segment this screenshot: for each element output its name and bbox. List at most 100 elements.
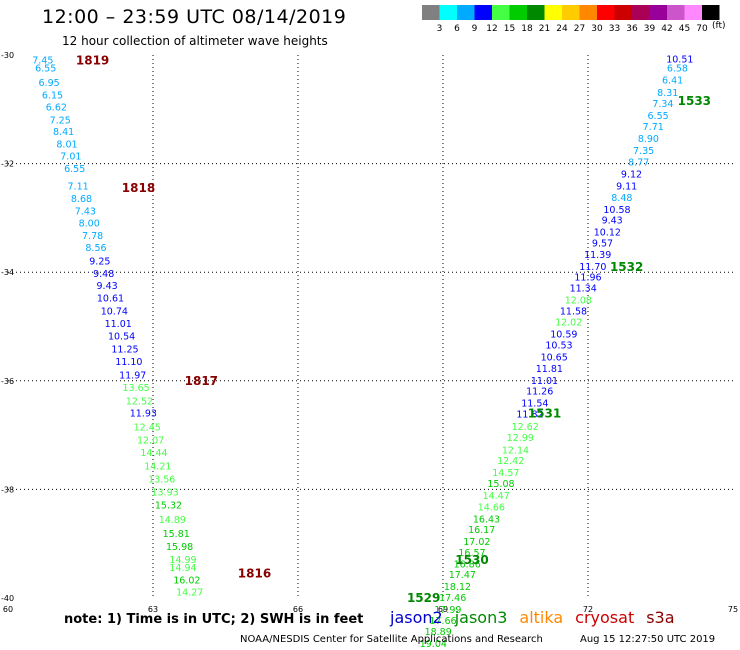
- page-subtitle: 12 hour collection of altimeter wave hei…: [62, 34, 328, 48]
- swh-label: 8.31: [657, 88, 678, 99]
- x-tick-label: 72: [583, 605, 593, 614]
- swh-label: 7.11: [68, 181, 89, 192]
- legend-label: 18: [521, 24, 533, 34]
- legend-label: 6: [454, 24, 460, 34]
- satellite-altika: altika: [519, 608, 564, 627]
- swh-label: 17.02: [463, 537, 490, 548]
- legend-swatch: [614, 5, 632, 20]
- swh-label: 8.56: [85, 243, 106, 254]
- legend-label: 45: [679, 24, 690, 34]
- swh-label: 9.43: [602, 216, 623, 227]
- satellite-jason2: jason2: [390, 608, 443, 627]
- swh-label: 12.08: [565, 295, 592, 306]
- swh-label: 11.97: [119, 370, 146, 381]
- legend-label: 24: [556, 24, 568, 34]
- legend-swatch: [457, 5, 475, 20]
- legend-swatch: [579, 5, 597, 20]
- footer-timestamp: Aug 15 12:27:50 UTC 2019: [580, 634, 716, 645]
- swh-label: 12.52: [126, 396, 153, 407]
- swh-label: 15.81: [163, 529, 190, 540]
- swh-label: 13.65: [122, 383, 149, 394]
- swh-label: 12.45: [134, 422, 161, 433]
- legend-units: (ft): [712, 21, 726, 31]
- swh-label: 17.47: [449, 570, 476, 581]
- swh-label: 7.71: [643, 122, 664, 133]
- swh-label: 14.27: [176, 588, 203, 599]
- legend-swatch: [632, 5, 650, 20]
- swh-label: 11.39: [584, 250, 611, 261]
- swh-label: 8.00: [79, 218, 100, 229]
- satellite-jason3: jason3: [454, 608, 508, 627]
- time-label: 1529: [407, 591, 440, 605]
- y-tick-label: -40: [1, 594, 14, 603]
- legend-label: 12: [486, 24, 497, 34]
- note-text: note: 1) Time is in UTC; 2) SWH is in fe…: [64, 612, 364, 627]
- swh-label: 17.99: [434, 605, 461, 616]
- swh-label: 10.51: [666, 54, 693, 65]
- swh-label: 6.62: [46, 103, 67, 114]
- legend-label: 36: [626, 24, 638, 34]
- swh-label: 16.02: [173, 576, 200, 587]
- legend-swatch: [439, 5, 457, 20]
- swh-label: 6.55: [648, 111, 669, 122]
- time-label: 1816: [238, 567, 271, 581]
- swh-label: 13.56: [148, 475, 175, 486]
- swh-label: 17.66: [429, 616, 456, 627]
- swh-label: 12.14: [502, 445, 529, 456]
- legend-swatch: [492, 5, 510, 20]
- swh-label: 14.44: [140, 448, 167, 459]
- legend-label: 27: [574, 24, 585, 34]
- swh-label: 13.93: [151, 488, 178, 499]
- swh-label: 14.94: [169, 563, 196, 574]
- swh-label: 12.07: [137, 436, 164, 447]
- swh-label: 11.93: [130, 408, 157, 419]
- y-tick-label: -32: [1, 160, 14, 169]
- swh-label: 11.01: [105, 319, 132, 330]
- swh-label: 11.26: [526, 387, 553, 398]
- legend-label: 33: [609, 24, 620, 34]
- swh-label: 8.41: [53, 127, 74, 138]
- x-tick-label: 60: [3, 605, 13, 614]
- legend-label: 9: [472, 24, 478, 34]
- legend-swatch: [422, 5, 440, 20]
- legend-swatch: [649, 5, 667, 20]
- time-label: 1818: [122, 181, 155, 195]
- swh-label: 10.61: [97, 293, 124, 304]
- swh-label: 7.35: [633, 146, 654, 157]
- swh-label: 6.58: [667, 64, 688, 75]
- swh-label: 11.58: [560, 306, 587, 317]
- swh-label: 12.02: [555, 318, 582, 329]
- swh-label: 8.01: [56, 140, 77, 151]
- legend-label: 42: [661, 24, 672, 34]
- legend-label: 39: [644, 24, 656, 34]
- swh-label: 7.01: [60, 152, 81, 163]
- swh-label: 8.68: [71, 194, 92, 205]
- swh-label: 14.89: [159, 515, 186, 526]
- swh-label: 17.46: [439, 593, 466, 604]
- swh-label: 11.54: [521, 399, 548, 410]
- swh-label: 10.53: [545, 341, 572, 352]
- swh-label: 7.34: [652, 99, 673, 110]
- legend-swatch: [667, 5, 685, 20]
- swh-label: 11.81: [536, 364, 563, 375]
- legend-swatch: [597, 5, 615, 20]
- swh-label: 7.25: [50, 116, 71, 127]
- y-tick-label: -38: [1, 485, 14, 494]
- swh-label: 12.42: [497, 456, 524, 467]
- swh-label: 16.17: [468, 525, 495, 536]
- legend-swatch: [562, 5, 580, 20]
- time-label: 1532: [610, 260, 643, 274]
- satellite-s3a: s3a: [646, 608, 675, 627]
- swh-label: 10.74: [101, 306, 128, 317]
- swh-label: 9.12: [621, 169, 642, 180]
- swh-label: 11.70: [579, 262, 606, 273]
- x-tick-label: 75: [728, 605, 738, 614]
- x-tick-label: 66: [293, 605, 303, 614]
- swh-label: 10.65: [541, 352, 568, 363]
- swh-label: 8.48: [611, 193, 632, 204]
- swh-label: 18.12: [444, 582, 471, 593]
- swh-label: 16.86: [454, 559, 481, 570]
- swh-label: 10.54: [108, 331, 135, 342]
- footer-credit: NOAA/NESDIS Center for Satellite Applica…: [240, 634, 543, 645]
